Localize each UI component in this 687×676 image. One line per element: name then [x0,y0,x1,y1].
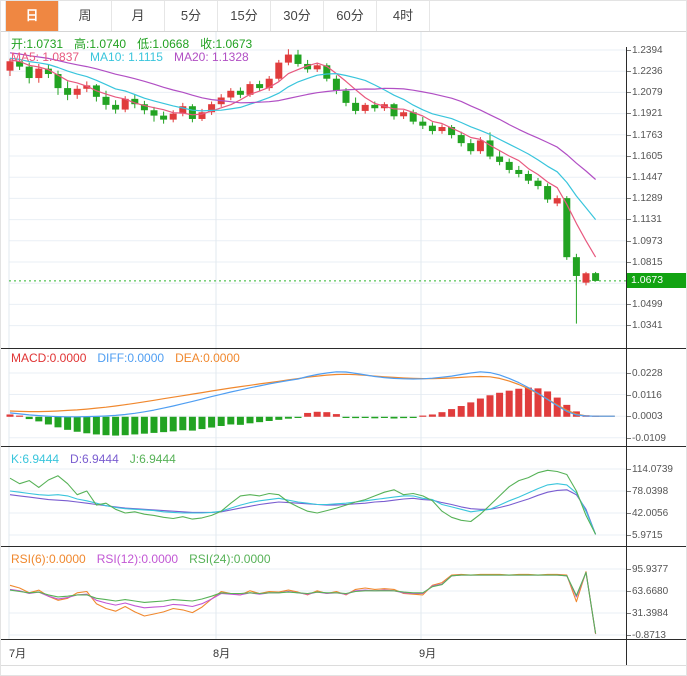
x-axis-month-label: 9月 [419,648,437,660]
rsi-info-row: RSI(6):0.0000 RSI(12):0.0000 RSI(24):0.000… [11,552,282,566]
ohlc-close: 收:1.0673 [200,37,253,51]
y-axis-tick-label: 1.2079 [632,87,663,99]
tab-timeframe-6[interactable]: 60分 [324,1,377,31]
y-axis-tick-mark [627,469,631,470]
dea-value: DEA:0.0000 [175,351,240,365]
y-axis-tick-mark [627,534,631,536]
y-axis-tick-mark [627,325,631,327]
y-axis-tick-mark [627,304,631,306]
y-axis-tick-label: 1.0499 [632,299,663,311]
panel-separator [1,348,686,349]
x-axis-month-label: 7月 [9,648,27,660]
y-axis-tick-label: 31.3984 [632,608,669,619]
ma5-value: MA5: 1.0837 [11,50,80,64]
y-axis-tick-mark [627,92,631,94]
y-axis-tick-label: 78.0398 [632,485,669,497]
tab-timeframe-7[interactable]: 4时 [377,1,430,31]
y-axis-tick-label: 1.0341 [632,320,663,332]
rsi6-value: RSI(6):0.0000 [11,552,86,566]
y-axis-tick-label: 1.1763 [632,129,663,141]
y-axis-tick-mark [627,569,631,570]
macd-panel[interactable] [1,348,627,446]
tab-timeframe-2[interactable]: 月 [112,1,165,31]
y-axis-tick-mark [627,512,631,514]
ohlc-high: 高:1.0740 [74,37,127,51]
j-value: J:6.9444 [129,452,176,466]
y-axis-tick-label: 114.0739 [632,464,673,475]
tab-timeframe-1[interactable]: 周 [59,1,112,31]
y-axis-tick-mark [627,635,631,636]
k-value: K:6.9444 [11,452,60,466]
panel-separator [1,546,686,547]
y-axis-tick-label: 1.1605 [632,150,663,162]
y-axis-tick-mark [627,261,631,263]
y-axis-tick-label: 0.0003 [632,411,663,423]
y-axis-tick-label: 1.2236 [632,66,663,78]
y-axis-tick-label: 1.1447 [632,172,663,184]
y-axis-tick-label: 1.1131 [632,214,662,226]
y-axis-tick-mark [627,437,631,439]
y-axis-tick-mark [627,416,631,418]
timeframe-tabbar: 日周月 5分 15分 30分 60分 4时 [1,1,686,32]
y-axis-tick-label: 42.0056 [632,507,669,519]
y-axis-tick-label: 1.1289 [632,193,663,205]
ma20-value: MA20: 1.1328 [173,50,249,64]
y-axis-tick-mark [627,177,631,179]
y-axis-tick-mark [627,113,631,115]
macd-info-row: MACD:0.0000 DIFF:0.0000 DEA:0.0000 [11,351,251,365]
rsi24-value: RSI(24):0.0000 [189,552,271,566]
x-axis-line [1,639,686,640]
y-axis-tick-label: -0.0109 [632,432,666,444]
ma10-value: MA10: 1.1115 [90,50,163,64]
current-price-tag: 1.0673 [627,273,686,288]
y-axis-tick-mark [627,155,631,157]
y-axis-tick-label: 1.0973 [632,235,663,247]
y-axis-tick-mark [627,134,631,136]
ohlc-low: 低:1.0668 [137,37,190,51]
diff-value: DIFF:0.0000 [97,351,165,365]
y-axis-tick-mark [627,71,631,73]
price-chart-panel[interactable] [1,32,627,348]
y-axis-tick-mark [627,198,631,200]
y-axis-tick-mark [627,613,631,614]
rsi12-value: RSI(12):0.0000 [96,552,179,566]
macd-value: MACD:0.0000 [11,351,87,365]
y-axis-tick-label: 63.6680 [632,586,669,597]
tab-timeframe-4[interactable]: 15分 [218,1,271,31]
y-axis-tick-label: 5.9715 [632,529,663,541]
y-axis-tick-mark [627,373,631,374]
ohlc-open: 开:1.0731 [11,37,64,51]
y-axis-tick-label: 1.2394 [632,45,663,56]
panel-separator [1,446,686,447]
ohlc-info-row: 开:1.0731 高:1.0740 低:1.0668 收:1.0673 [11,35,263,52]
y-axis-tick-label: -0.8713 [632,630,666,641]
y-axis-tick-mark [627,50,631,51]
y-axis-tick-label: 0.0116 [632,389,662,401]
tab-timeframe-0[interactable]: 日 [5,1,59,31]
tab-timeframe-3[interactable]: 5分 [165,1,218,31]
y-axis-tick-mark [627,240,631,242]
y-axis-line [626,47,627,665]
y-axis-tick-label: 1.1921 [632,108,663,120]
kdj-panel[interactable] [1,446,627,546]
y-axis-tick-mark [627,591,631,592]
x-axis-month-label: 8月 [213,648,231,660]
y-axis-tick-label: 95.9377 [632,564,669,575]
y-axis-tick-mark [627,219,631,221]
y-axis-tick-label: 1.0815 [632,256,663,268]
bottom-border [1,665,686,666]
kdj-info-row: K:6.9444 D:6.9444 J:6.9444 [11,452,187,466]
rsi-panel[interactable] [1,546,627,639]
d-value: D:6.9444 [70,452,119,466]
y-axis-tick-mark [627,394,631,396]
y-axis-tick-label: 0.0228 [632,368,663,379]
y-axis-tick-mark [627,490,631,492]
ma-info-row: MA5: 1.0837 MA10: 1.1115 MA20: 1.1328 [11,50,260,64]
tab-timeframe-5[interactable]: 30分 [271,1,324,31]
